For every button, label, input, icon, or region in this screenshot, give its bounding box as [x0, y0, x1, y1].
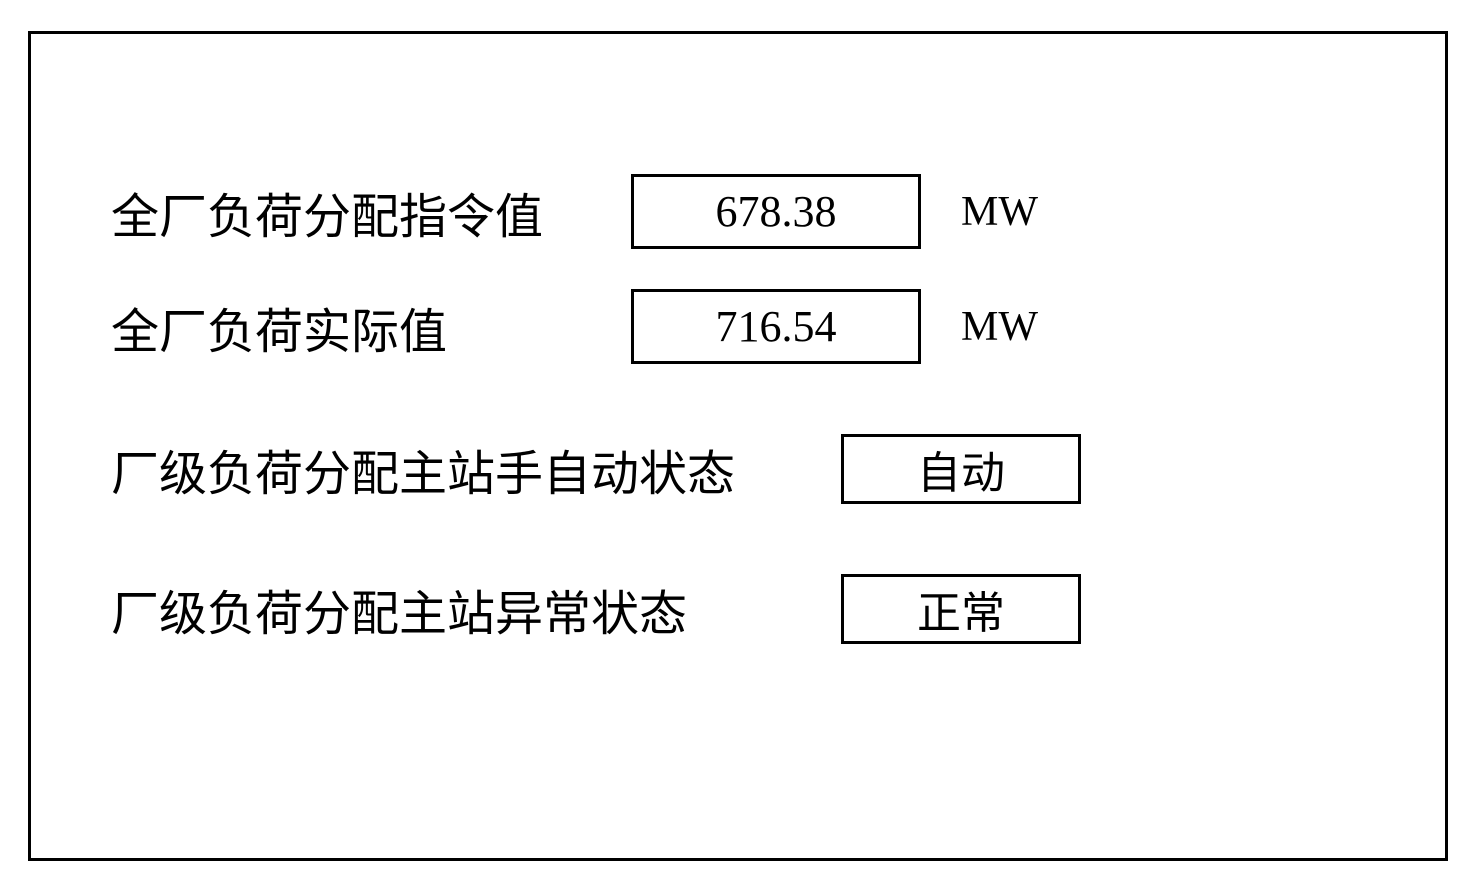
abnormal-status-display: 正常	[841, 574, 1081, 644]
command-value-row: 全厂负荷分配指令值 678.38 MW	[111, 174, 1365, 249]
actual-value-label: 全厂负荷实际值	[111, 292, 611, 362]
auto-mode-row: 厂级负荷分配主站手自动状态 自动	[111, 434, 1365, 504]
actual-value-unit: MW	[961, 303, 1038, 351]
abnormal-status-label: 厂级负荷分配主站异常状态	[111, 574, 791, 644]
auto-mode-status: 自动	[841, 434, 1081, 504]
command-value-label: 全厂负荷分配指令值	[111, 177, 611, 247]
actual-value-display: 716.54	[631, 289, 921, 364]
load-distribution-panel: 全厂负荷分配指令值 678.38 MW 全厂负荷实际值 716.54 MW 厂级…	[28, 31, 1448, 861]
abnormal-status-row: 厂级负荷分配主站异常状态 正常	[111, 574, 1365, 644]
actual-value-row: 全厂负荷实际值 716.54 MW	[111, 289, 1365, 364]
auto-mode-label: 厂级负荷分配主站手自动状态	[111, 434, 791, 504]
command-value-display: 678.38	[631, 174, 921, 249]
command-value-unit: MW	[961, 188, 1038, 236]
